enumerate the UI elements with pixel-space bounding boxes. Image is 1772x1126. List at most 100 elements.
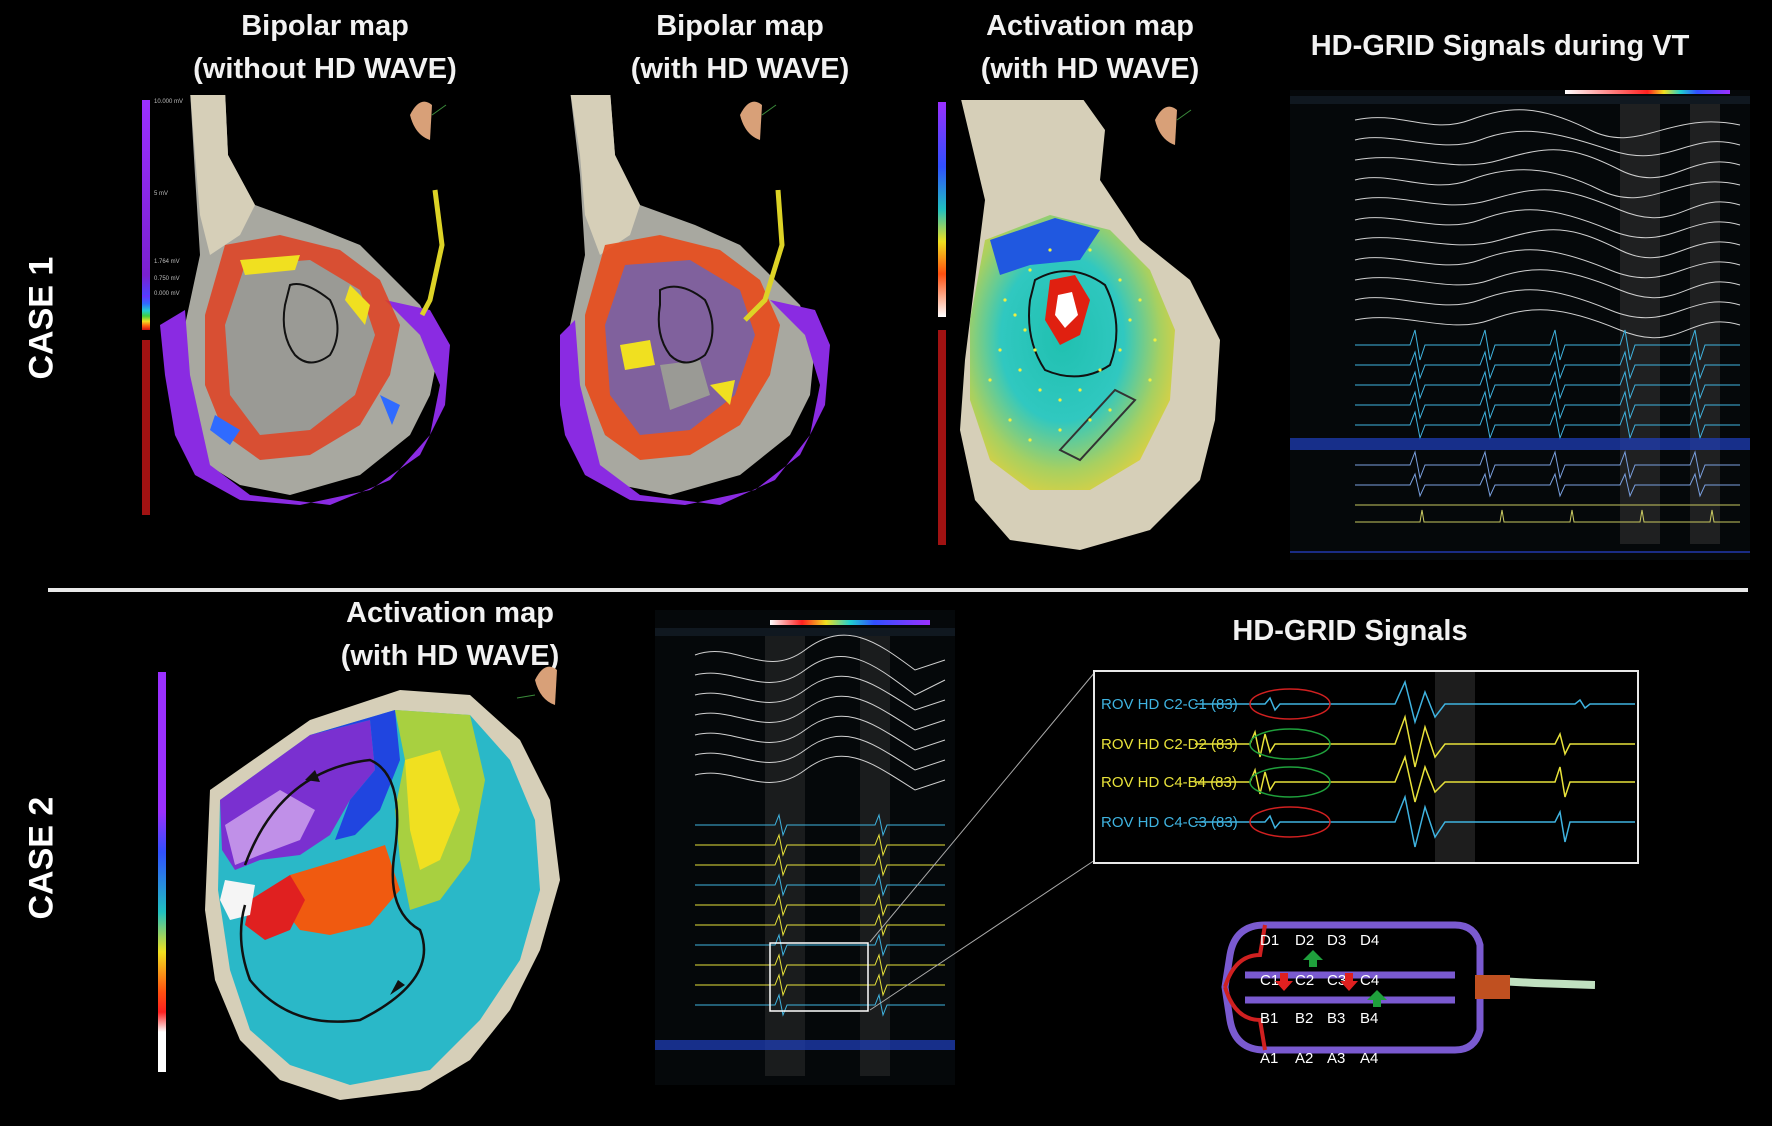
trace-label-c4-b4: ROV HD C4-B4 (83) (1101, 774, 1237, 791)
case2-signal-overview (655, 610, 955, 1085)
electrode-a4: A4 (1360, 1050, 1378, 1067)
electrode-c1: C1 (1260, 972, 1279, 989)
highlight-band (1290, 438, 1750, 450)
catheter-connector (1475, 975, 1510, 999)
catheter-icon (743, 189, 785, 322)
title-line-2: (with HD WAVE) (340, 640, 560, 672)
zoomed-signals-svg (1195, 672, 1635, 862)
activation-colors (970, 215, 1175, 490)
isthmus-outline (1028, 270, 1118, 378)
case-1-label: CASE 1 (22, 256, 61, 380)
case2-signals-title: HD-GRID Signals (1232, 615, 1468, 647)
purple-region (160, 300, 450, 505)
green-arrow-icon (1367, 990, 1387, 1007)
trace-c4-b4 (1195, 754, 1635, 803)
voltage-scale-rainbow (142, 295, 150, 330)
case1-activation-map (938, 100, 1220, 550)
red-arrow-icon (1275, 973, 1293, 991)
case1-bipolar-hd-map (560, 95, 830, 505)
electrode-b2: B2 (1295, 1010, 1313, 1027)
heart-orientation-icon (1155, 106, 1192, 145)
zoomed-signals-panel: ROV HD C2-C1 (83) ROV HD C2-D2 (83) ROV … (1093, 670, 1639, 864)
early-violet (225, 790, 315, 865)
electrode-b1: B1 (1260, 1010, 1278, 1027)
red-highlight-ellipse (1249, 688, 1331, 720)
green-highlight-ellipse (1249, 766, 1331, 798)
electrode-c4: C4 (1360, 972, 1379, 989)
trace-c2-c1 (1195, 679, 1635, 725)
window-shade (1435, 672, 1475, 862)
mid-blue (310, 710, 400, 840)
reentry-loop (239, 758, 426, 1023)
activation-scale (158, 672, 166, 1072)
case1-signal-traces (1290, 90, 1750, 560)
electrode-a1: A1 (1260, 1050, 1278, 1067)
electrode-a2: A2 (1295, 1050, 1313, 1067)
purple-region (560, 300, 830, 505)
signals-background (1290, 90, 1750, 560)
early-blue (990, 218, 1100, 275)
electrode-d2: D2 (1295, 932, 1314, 949)
electrode-a3: A3 (1327, 1050, 1345, 1067)
scale-label: 10.000 mV (154, 99, 183, 105)
heart-orientation-icon (410, 101, 447, 140)
yellow-band (405, 750, 460, 870)
window-shade (860, 636, 890, 1076)
bottom-traces (1355, 504, 1740, 523)
isthmus-outline (282, 283, 339, 364)
zoom-connectors (869, 671, 1096, 1011)
heart-orientation-icon (516, 666, 557, 705)
trace-label-c2-c1: ROV HD C2-C1 (83) (1101, 696, 1238, 713)
title-line-2: (with HD WAVE) (980, 53, 1200, 85)
time-ruler (1290, 96, 1750, 104)
reentry-arrow-1 (305, 770, 320, 782)
highlight-band (655, 1040, 955, 1050)
voltage-scale-purple (142, 100, 150, 295)
trace-label-c4-c3: ROV HD C4-C3 (83) (1101, 814, 1238, 831)
grid-red-spline (1223, 924, 1267, 1051)
electrode-d4: D4 (1360, 932, 1379, 949)
heart-orientation-icon (740, 101, 777, 140)
case1-bipolar-map: 10.000 mV 5 mV 1.764 mV 0.750 mV 0.000 m… (142, 95, 450, 515)
hd-grid-traces (1355, 329, 1740, 440)
border-zone-yellow (240, 255, 370, 325)
case-divider (48, 588, 1748, 592)
hd-grid-traces-blue (695, 813, 945, 1017)
border-zone-gray (660, 360, 710, 410)
trace-c4-c3 (1195, 794, 1635, 848)
late-white (220, 880, 255, 920)
grid-catheter-shadow (1058, 388, 1137, 462)
voltage-scale-red (142, 340, 150, 515)
atrium-beige (190, 95, 255, 255)
green-highlight-ellipse (1249, 728, 1331, 760)
point-cloud (988, 248, 1157, 442)
electrode-c3: C3 (1327, 972, 1346, 989)
scale-label: 0.000 mV (154, 291, 180, 297)
trace-c2-d2 (1195, 714, 1635, 768)
scar-inner (225, 260, 375, 435)
window-shade (765, 636, 805, 1076)
window-color-bar (1565, 90, 1730, 94)
activation-scale (938, 102, 946, 317)
ecg-traces (694, 634, 946, 791)
case-2-label: CASE 2 (22, 796, 61, 920)
green-arrow-icon (1303, 950, 1323, 967)
scale-label: 5 mV (154, 191, 168, 197)
atrium-beige (570, 95, 640, 255)
electrode-labels: D1 D2 D3 D4 C1 C2 C3 C4 B1 B2 B3 B4 A1 A… (1260, 932, 1379, 1067)
electrode-c2: C2 (1295, 972, 1314, 989)
title-line-1: Bipolar map (241, 10, 409, 42)
title-line-2: (without HD WAVE) (193, 53, 457, 85)
zoom-selection (769, 942, 869, 1012)
activation-scale-red (938, 330, 946, 545)
case1-signals-title: HD-GRID Signals during VT (1310, 30, 1690, 62)
case1-activation-title: Activation map (with HD WAVE) (940, 5, 1240, 91)
late-white (1055, 292, 1078, 328)
scale-label: 1.764 mV (154, 259, 180, 265)
grid-outer-loop (1221, 921, 1484, 1054)
isthmus-outline (657, 285, 714, 364)
hd-grid-traces-yellow (695, 833, 945, 997)
title-line-1: Activation map (986, 10, 1194, 42)
electrode-d3: D3 (1327, 932, 1346, 949)
border-zone-blue (210, 395, 400, 445)
